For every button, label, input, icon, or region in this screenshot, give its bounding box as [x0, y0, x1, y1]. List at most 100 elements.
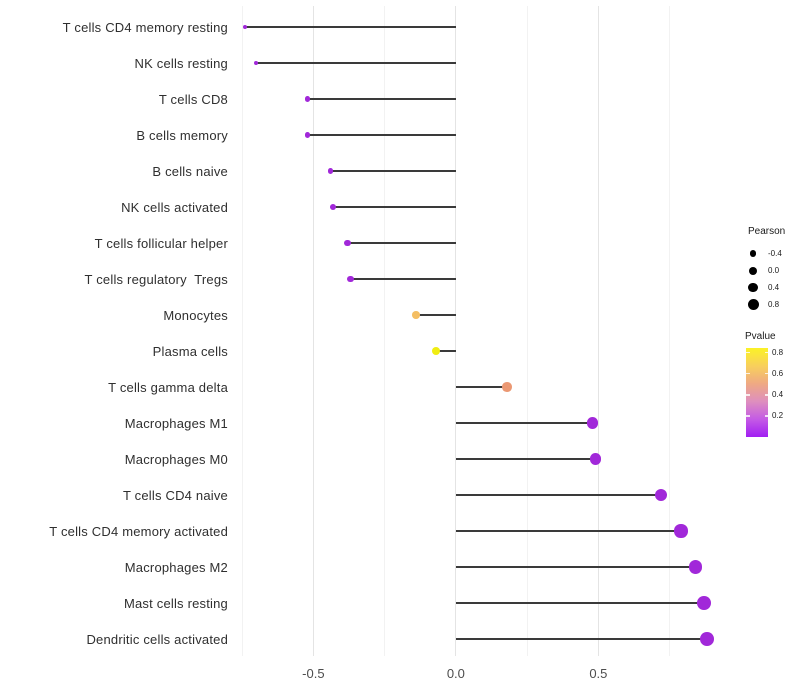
lollipop-stem: [455, 638, 707, 640]
y-axis-label: T cells regulatory Tregs: [84, 271, 228, 287]
y-axis-label: Macrophages M1: [124, 415, 228, 431]
y-axis-label: Macrophages M2: [124, 559, 228, 575]
lollipop-stem: [333, 206, 456, 208]
lollipop-dot: [327, 168, 334, 174]
lollipop-dot: [305, 96, 311, 102]
pvalue-tick-mark: [746, 415, 750, 417]
lollipop-stem: [415, 314, 456, 316]
y-axis-label: NK cells activated: [121, 199, 228, 215]
lollipop-stem: [455, 494, 662, 496]
lollipop-stem: [350, 278, 456, 280]
lollipop-dot: [347, 275, 354, 283]
pvalue-tick-label: 0.6: [772, 368, 784, 378]
lollipop-dot: [502, 382, 512, 392]
pearson-legend-dot-cell: [744, 282, 762, 293]
lollipop-stem: [256, 62, 456, 64]
lollipop-dot: [412, 311, 420, 319]
y-axis-label: T cells CD4 memory resting: [62, 19, 228, 35]
pearson-legend-title: Pearson: [748, 226, 786, 237]
lollipop-dot: [696, 596, 711, 610]
lollipop-stem: [330, 170, 456, 172]
y-axis-label: B cells naive: [152, 163, 228, 179]
y-axis-label: T cells CD8: [158, 91, 228, 107]
y-axis-label: T cells follicular helper: [94, 235, 228, 251]
lollipop-dot: [674, 524, 688, 538]
y-axis-label: Monocytes: [163, 307, 228, 323]
lollipop-stem: [455, 386, 508, 388]
pvalue-tick-mark: [746, 351, 750, 354]
lollipop-stem: [455, 458, 596, 460]
pvalue-color-legend: 0.8 0.6 0.4 0.2: [746, 348, 800, 446]
gridline-major: [597, 6, 599, 656]
lollipop-dot: [587, 417, 599, 429]
pearson-legend-dot-cell: [744, 266, 762, 275]
pearson-legend-label: 0.0: [768, 266, 780, 275]
pvalue-tick-label: 0.2: [772, 411, 784, 421]
pearson-legend-label: 0.8: [768, 300, 780, 309]
lollipop-dot: [242, 25, 247, 29]
pearson-legend-item: 0.8: [744, 296, 800, 313]
lollipop-dot: [344, 239, 351, 247]
lollipop-stem: [455, 566, 696, 568]
pvalue-tick-mark: [764, 351, 768, 354]
pearson-legend-item: -0.4: [744, 245, 800, 262]
lollipop-dot: [254, 60, 259, 66]
gridline-minor: [526, 6, 528, 656]
lollipop-stem: [455, 602, 704, 604]
lollipop-dot: [330, 204, 337, 210]
pvalue-tick-mark: [764, 415, 768, 417]
pearson-legend-label: -0.4: [768, 249, 782, 258]
x-axis-tick-label: -0.5: [302, 666, 325, 681]
y-axis-label: Mast cells resting: [123, 595, 228, 611]
gridline-minor: [384, 6, 386, 656]
x-axis-tick-label: 0.0: [446, 666, 465, 681]
y-axis-label: T cells CD4 memory activated: [49, 523, 228, 539]
pearson-legend-item: 0.0: [744, 262, 800, 279]
pvalue-tick-label: 0.4: [772, 389, 784, 399]
pearson-legend-dot: [749, 250, 757, 257]
lollipop-stem: [455, 530, 681, 532]
y-axis-label: Macrophages M0: [124, 451, 228, 467]
pearson-legend-label: 0.4: [768, 283, 780, 292]
x-axis-tick-label: 0.5: [589, 666, 608, 681]
lollipop-stem: [244, 26, 456, 28]
lollipop-stem: [435, 350, 456, 352]
pvalue-gradient-bar: [746, 348, 768, 437]
lollipop-stem: [455, 422, 593, 424]
lollipop-stem: [307, 134, 456, 136]
gridline-minor: [241, 6, 243, 656]
pvalue-tick-mark: [746, 373, 750, 375]
pearson-legend-item: 0.4: [744, 279, 800, 296]
pvalue-tick-label: 0.8: [772, 347, 784, 357]
y-axis-label: Dendritic cells activated: [86, 631, 228, 647]
lollipop-stem: [307, 98, 456, 100]
pvalue-tick-mark: [746, 394, 750, 396]
lollipop-dot: [654, 488, 668, 502]
y-axis-label: T cells gamma delta: [108, 379, 228, 395]
gridline-minor: [669, 6, 671, 656]
gridline-major: [312, 6, 314, 656]
y-axis-label: B cells memory: [136, 127, 228, 143]
pvalue-tick-mark: [764, 373, 768, 375]
pvalue-legend-title: Pvalue: [745, 331, 776, 342]
lollipop-stem: [347, 242, 456, 244]
y-axis-label: NK cells resting: [134, 55, 228, 71]
lollipop-dot: [699, 632, 714, 646]
y-axis-label: T cells CD4 naive: [122, 487, 228, 503]
pearson-legend-dot-cell: [744, 299, 762, 310]
lollipop-dot: [431, 346, 440, 355]
pvalue-tick-mark: [764, 394, 768, 396]
pearson-legend-dot: [749, 266, 757, 275]
pearson-legend-dot: [748, 282, 758, 293]
gridline-major: [455, 6, 457, 656]
pearson-legend-dot: [747, 299, 759, 310]
pearson-size-legend: -0.4 0.0 0.4 0.8: [744, 245, 800, 313]
lollipop-dot: [688, 560, 702, 574]
legend-panel: Pearson -0.4 0.0 0.4 0.8 Pvalue 0.8 0.6 0.4 0.…: [744, 226, 800, 446]
lollipop-dot: [589, 453, 602, 465]
pearson-legend-dot-cell: [744, 250, 762, 257]
y-axis-label: Plasma cells: [152, 343, 228, 359]
lollipop-dot: [305, 132, 311, 138]
